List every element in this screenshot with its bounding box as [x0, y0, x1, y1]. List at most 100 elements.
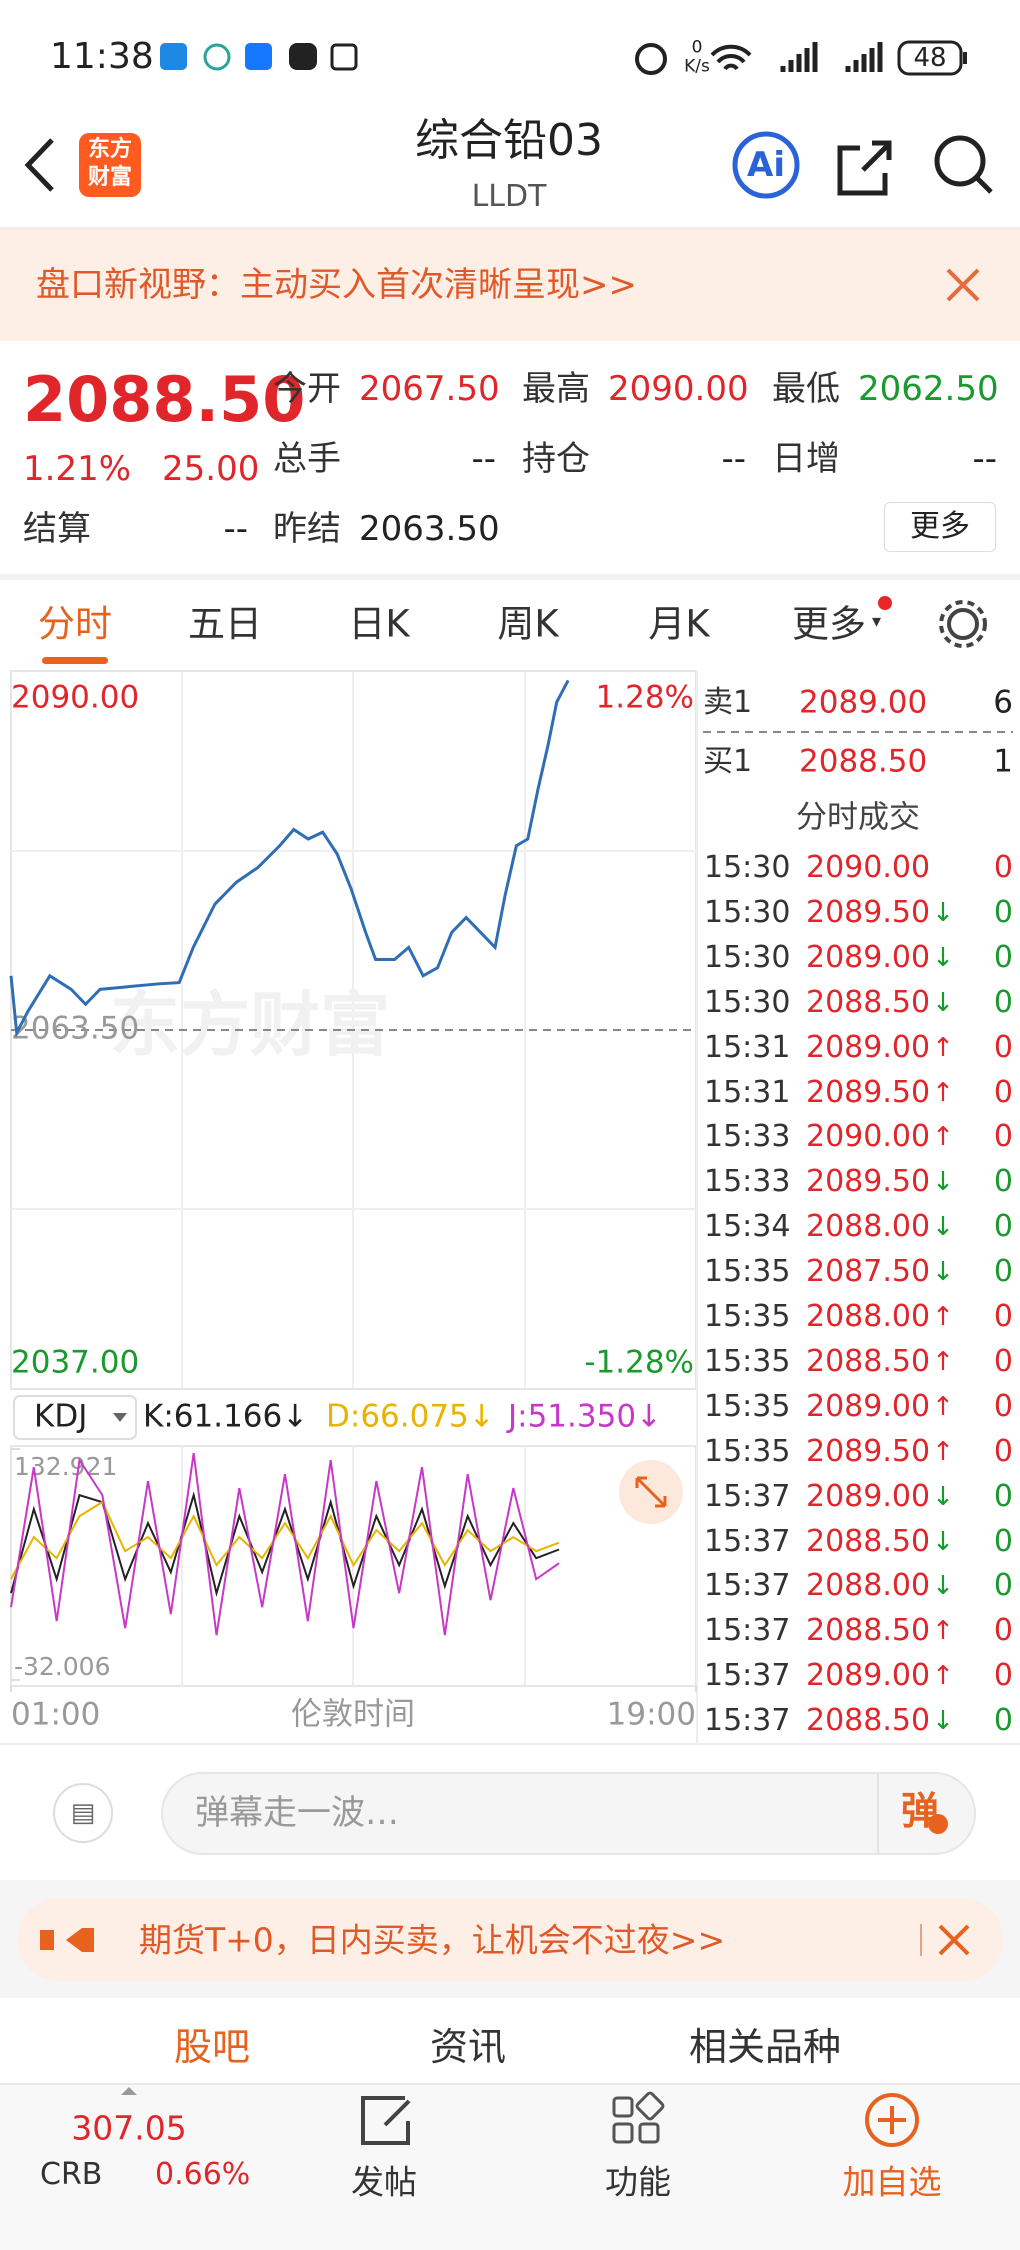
- quote-value: --: [721, 439, 746, 479]
- more-button[interactable]: [884, 502, 996, 552]
- ticker-value: 307.05: [71, 2108, 187, 2148]
- banner-bg[interactable]: [0, 229, 1020, 341]
- ai-label[interactable]: Ai: [747, 145, 785, 185]
- y-tick-label: 132.921: [14, 1452, 117, 1481]
- ad-close[interactable]: [938, 1924, 970, 1956]
- more-label[interactable]: 更多: [910, 509, 970, 544]
- order-qty: 6: [993, 684, 1013, 721]
- trade-price: 2089.00: [806, 1658, 931, 1694]
- share-button[interactable]: [837, 140, 892, 196]
- y2-tick-label: -1.28%: [584, 1345, 694, 1381]
- signal-icon: [845, 42, 883, 72]
- tab[interactable]: 五日: [188, 602, 262, 646]
- indicator-label: KDJ: [34, 1399, 87, 1435]
- battery-level: 48: [913, 43, 947, 73]
- banner-text[interactable]: 盘口新视野：主动买入首次清晰呈现>>: [36, 265, 637, 305]
- trade-time: 15:37: [704, 1568, 791, 1604]
- change-pct: 1.21%: [23, 449, 132, 489]
- trade-direction: ↑: [932, 1077, 954, 1108]
- trade-price: 2089.00: [806, 1388, 931, 1424]
- tab[interactable]: 日K: [348, 602, 410, 646]
- trade-price: 2089.50: [806, 1433, 931, 1469]
- trade-qty: 0: [993, 1568, 1013, 1604]
- bottom-tab[interactable]: 相关品种: [688, 2025, 842, 2069]
- quote-label: 结算: [23, 509, 91, 549]
- trade-qty: 0: [993, 1209, 1013, 1245]
- nav-label[interactable]: 加自选: [842, 2162, 942, 2202]
- settings-button[interactable]: [947, 608, 979, 640]
- battery-icon: [897, 40, 963, 76]
- quote-value: 2090.00: [608, 369, 749, 409]
- trade-direction: ↓: [932, 1257, 954, 1288]
- nav-label[interactable]: 发帖: [351, 2162, 417, 2202]
- ad-banner[interactable]: [17, 1898, 1003, 1981]
- change: 25.00: [162, 449, 260, 489]
- ad-text[interactable]: 期货T+0，日内买卖，让机会不过夜>>: [139, 1920, 726, 1960]
- status-icon: [330, 43, 358, 71]
- reference-label: 2063.50: [11, 1011, 139, 1047]
- trade-qty: 0: [993, 1299, 1013, 1334]
- danmu-button[interactable]: 弹: [900, 1789, 940, 1833]
- kdj-line: [10, 1452, 560, 1636]
- function-icon[interactable]: [612, 2091, 665, 2144]
- x-tick-label: 19:00: [607, 1697, 696, 1733]
- symbol-code: LLDT: [471, 179, 547, 214]
- dropdown-arrow: [113, 1413, 127, 1422]
- bottom-tab[interactable]: 股吧: [173, 2025, 251, 2069]
- trade-price: 2088.50: [806, 984, 931, 1020]
- trade-time: 15:30: [704, 984, 791, 1020]
- trade-qty: 0: [993, 1119, 1013, 1155]
- trade-time: 15:37: [704, 1613, 791, 1649]
- trade-time: 15:37: [704, 1478, 791, 1514]
- comment-placeholder[interactable]: 弹幕走一波…: [195, 1793, 399, 1833]
- tab[interactable]: 月K: [648, 602, 710, 646]
- indicator-selector[interactable]: [13, 1395, 137, 1440]
- post-icon[interactable]: [361, 2096, 411, 2145]
- search-button[interactable]: [934, 135, 986, 187]
- order-side: 买1: [703, 744, 753, 779]
- trade-qty: 0: [993, 1343, 1013, 1379]
- tab[interactable]: 周K: [497, 602, 559, 646]
- last-price: 2088.50: [23, 363, 306, 436]
- trade-qty: 0: [993, 1433, 1013, 1469]
- ticker-change: 0.66%: [155, 2157, 251, 2192]
- bottom-tab[interactable]: 资讯: [429, 2025, 507, 2069]
- trade-time: 15:34: [704, 1209, 791, 1245]
- trade-direction: ↓: [932, 942, 954, 973]
- ai-button[interactable]: [732, 131, 800, 199]
- trade-direction: ↑: [932, 1616, 954, 1647]
- tab[interactable]: 更多: [792, 602, 866, 646]
- trade-price: 2090.00: [806, 1119, 931, 1155]
- y-tick-label: 2090.00: [11, 680, 139, 716]
- comment-input[interactable]: [161, 1772, 976, 1855]
- ticker-name: CRB: [40, 2157, 103, 2192]
- tab-more-caret: ▾: [872, 611, 882, 632]
- trades-title: 分时成交: [796, 799, 920, 836]
- trade-time: 15:30: [704, 894, 791, 930]
- status-icon: [245, 43, 272, 70]
- trade-qty: 0: [993, 984, 1013, 1020]
- tab-dot: [878, 596, 892, 610]
- trade-qty: 0: [993, 1074, 1013, 1110]
- trade-qty: 0: [993, 1478, 1013, 1514]
- trade-price: 2088.50: [806, 1523, 931, 1559]
- comment-divider: [877, 1774, 879, 1853]
- order-price: 2088.50: [799, 743, 928, 780]
- banner-close[interactable]: [946, 268, 980, 302]
- trade-price: 2089.50: [806, 1074, 931, 1110]
- quote-label: 持仓: [522, 439, 590, 479]
- back-button[interactable]: [24, 138, 54, 192]
- trade-time: 15:30: [704, 939, 791, 975]
- price-line: [9, 679, 570, 1038]
- comment-icon[interactable]: [53, 1783, 113, 1843]
- watchlist-icon[interactable]: [865, 2093, 919, 2147]
- nav-label[interactable]: 功能: [605, 2162, 671, 2202]
- trade-price: 2088.00: [806, 1209, 931, 1245]
- trade-qty: 0: [993, 1254, 1013, 1290]
- legend-entry: D:66.075↓: [326, 1399, 495, 1435]
- trade-time: 15:37: [704, 1703, 791, 1739]
- trade-qty: 0: [993, 1388, 1013, 1424]
- tab[interactable]: 分时: [38, 602, 112, 646]
